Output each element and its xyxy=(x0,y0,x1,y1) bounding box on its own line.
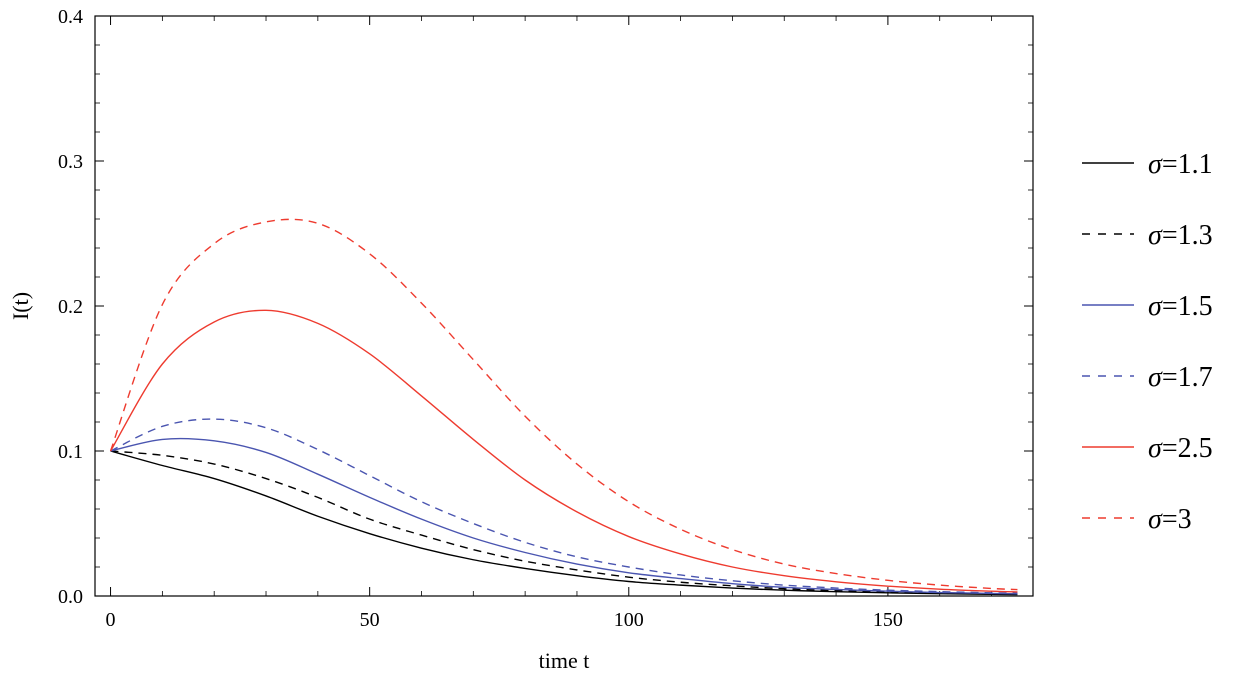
series-lines xyxy=(109,218,1018,596)
series-line xyxy=(109,309,1018,593)
y-tick-label: 0.4 xyxy=(58,6,83,28)
legend-value: =2.5 xyxy=(1162,433,1213,464)
legend-label: σ=1.7 xyxy=(1148,362,1213,393)
x-tick-label: 150 xyxy=(873,609,903,631)
legend-value: =1.5 xyxy=(1162,291,1213,322)
legend-label: σ=2.5 xyxy=(1148,433,1213,464)
y-tick-label: 0.2 xyxy=(58,296,83,318)
legend-value: =1.1 xyxy=(1162,149,1213,180)
legend-value: =1.3 xyxy=(1162,220,1213,251)
legend-symbol: σ xyxy=(1148,220,1163,251)
legend-symbol: σ xyxy=(1148,433,1163,464)
x-axis: 0 50 100 150 xyxy=(106,16,992,631)
legend-symbol: σ xyxy=(1148,291,1163,322)
legend-label: σ=3 xyxy=(1148,504,1192,535)
legend-label: σ=1.3 xyxy=(1148,220,1213,251)
series-line xyxy=(110,450,1018,595)
series-line xyxy=(109,218,1018,591)
y-tick-label: 0.3 xyxy=(58,151,83,173)
series-line xyxy=(110,450,1018,596)
series-line xyxy=(110,418,1018,594)
y-axis-title: I(t) xyxy=(8,292,33,320)
legend-label: σ=1.5 xyxy=(1148,291,1213,322)
legend-symbol: σ xyxy=(1148,504,1163,535)
plot-border xyxy=(94,15,1034,597)
y-tick-label: 0.1 xyxy=(58,441,83,463)
legend-value: =3 xyxy=(1162,504,1192,535)
legend-value: =1.7 xyxy=(1162,362,1213,393)
x-tick-label: 50 xyxy=(360,609,380,631)
legend-label: σ=1.1 xyxy=(1148,149,1213,180)
legend-symbol: σ xyxy=(1148,362,1163,393)
plot-frame xyxy=(94,15,1034,597)
y-tick-label: 0.0 xyxy=(58,586,83,608)
series-line xyxy=(110,437,1018,595)
x-tick-label: 0 xyxy=(106,609,116,631)
x-tick-label: 100 xyxy=(614,609,644,631)
y-axis: 0.0 0.1 0.2 0.3 0.4 xyxy=(58,6,1033,608)
legend-symbol: σ xyxy=(1148,149,1163,180)
x-axis-title: time t xyxy=(539,648,590,673)
legend: σ=1.1σ=1.3σ=1.5σ=1.7σ=2.5σ=3 xyxy=(1082,149,1213,535)
